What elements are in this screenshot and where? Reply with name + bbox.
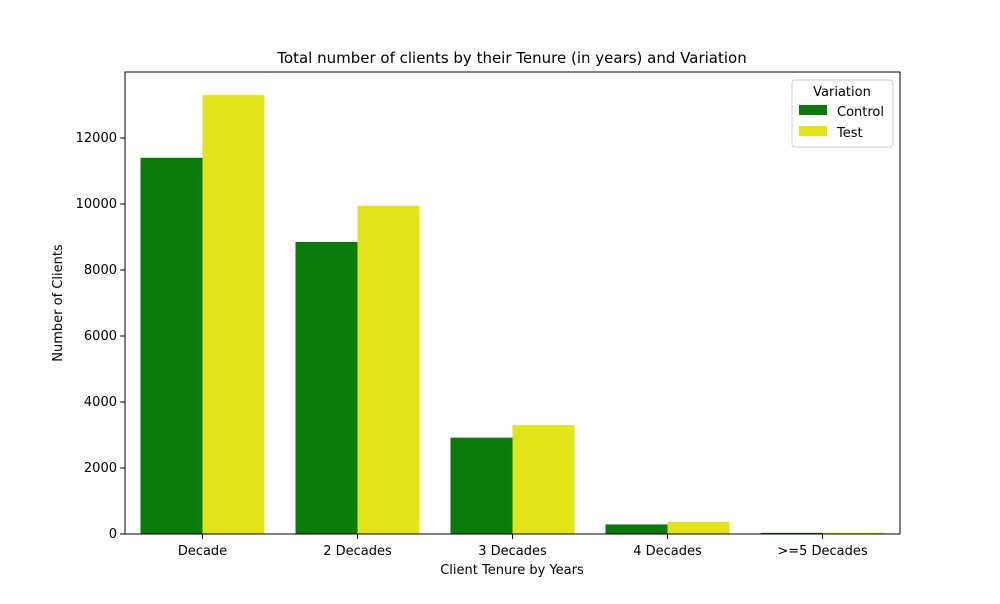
bars-group — [140, 95, 885, 535]
x-axis: Decade 2 Decades 3 Decades 4 Decades >=5 Dec… — [178, 534, 868, 559]
legend-label-test: Test — [836, 126, 863, 141]
y-tick-label: 4000 — [84, 395, 117, 410]
bar-control-5-decades — [760, 532, 823, 534]
y-tick-label: 0 — [109, 527, 117, 542]
x-tick-label-4-decades: 4 Decades — [633, 544, 702, 559]
legend-swatch-control — [799, 105, 827, 115]
bar-test-3-decades — [512, 425, 575, 534]
bar-test-decade — [202, 95, 265, 534]
x-tick-label-5-decades: >=5 Decades — [777, 544, 868, 559]
bar-control-3-decades — [450, 437, 513, 534]
bar-control-decade — [140, 157, 203, 535]
bar-control-2-decades — [295, 241, 358, 534]
bar-test-4-decades — [667, 521, 730, 534]
chart-title: Total number of clients by their Tenure … — [276, 49, 746, 67]
x-tick-label-3-decades: 3 Decades — [478, 544, 547, 559]
y-tick-label: 6000 — [84, 329, 117, 344]
bar-test-2-decades — [357, 205, 420, 534]
bar-test-5-decades — [822, 532, 885, 534]
legend: Variation Control Test — [791, 79, 894, 148]
legend-label-control: Control — [837, 105, 884, 120]
y-tick-label: 10000 — [76, 197, 117, 212]
legend-title: Variation — [813, 85, 871, 100]
y-axis: 0 2000 4000 6000 8000 10000 12000 — [76, 131, 125, 542]
plot-frame — [124, 71, 901, 535]
y-axis-label: Number of Clients — [51, 244, 66, 362]
x-tick-label-2-decades: 2 Decades — [323, 544, 392, 559]
y-tick-label: 2000 — [84, 461, 117, 476]
x-tick-label-decade: Decade — [178, 544, 227, 559]
bar-control-4-decades — [605, 524, 668, 534]
legend-swatch-test — [799, 126, 827, 136]
y-tick-label: 8000 — [84, 263, 117, 278]
y-tick-label: 12000 — [76, 131, 117, 146]
x-axis-label: Client Tenure by Years — [440, 563, 584, 578]
